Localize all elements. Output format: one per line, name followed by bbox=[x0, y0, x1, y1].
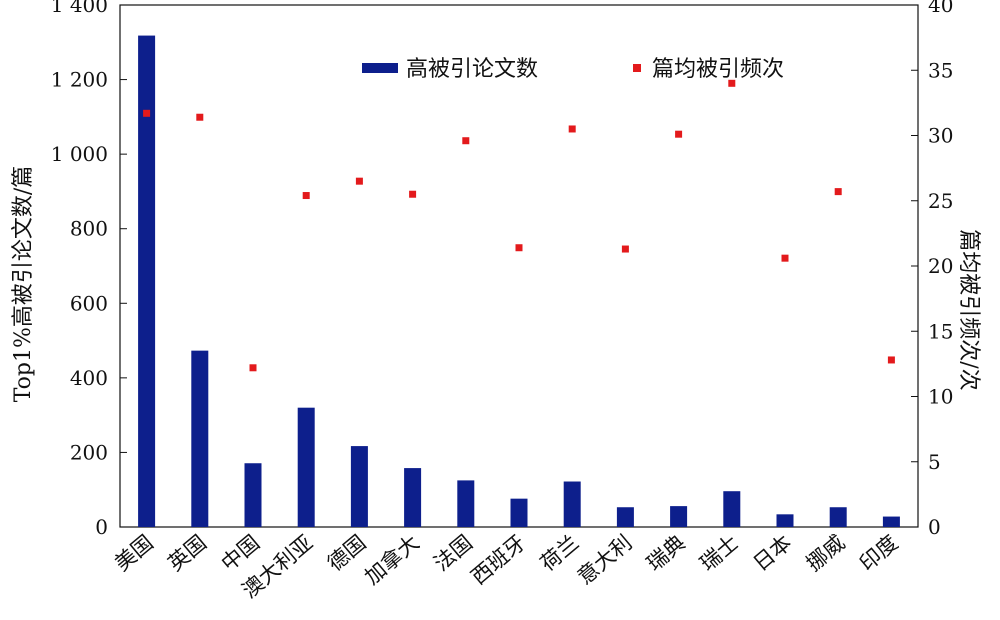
category-label: 瑞典 bbox=[642, 530, 690, 575]
bar-8 bbox=[510, 498, 528, 527]
right-tick-label: 15 bbox=[928, 319, 953, 343]
plot-frame bbox=[119, 4, 919, 528]
left-axis-title: Top1%高被引论文数/篇 bbox=[11, 166, 36, 403]
right-axis-title: 篇均被引频次/次 bbox=[956, 229, 981, 390]
point-12 bbox=[728, 79, 736, 87]
point-10 bbox=[621, 245, 629, 253]
bar-4 bbox=[297, 407, 315, 527]
point-7 bbox=[462, 137, 470, 145]
bar-7 bbox=[457, 480, 475, 527]
legend-bar-label: 高被引论文数 bbox=[406, 57, 538, 82]
bar-13 bbox=[776, 514, 794, 527]
right-tick-label: 25 bbox=[928, 189, 953, 213]
bar-6 bbox=[404, 468, 422, 527]
bar-1 bbox=[138, 35, 156, 528]
point-13 bbox=[781, 254, 789, 262]
category-label: 西班牙 bbox=[467, 530, 531, 589]
point-9 bbox=[568, 125, 576, 133]
scatter-series bbox=[143, 79, 895, 372]
bar-10 bbox=[616, 507, 634, 527]
category-label: 美国 bbox=[110, 530, 158, 575]
left-tick-label: 1 200 bbox=[51, 68, 108, 92]
right-tick-label: 40 bbox=[928, 0, 953, 17]
right-tick-label: 20 bbox=[928, 254, 953, 278]
category-label: 英国 bbox=[163, 530, 211, 575]
right-tick-label: 0 bbox=[928, 515, 941, 539]
point-8 bbox=[515, 244, 523, 252]
point-1 bbox=[143, 109, 151, 117]
right-tick-label: 35 bbox=[928, 58, 953, 82]
bar-14 bbox=[829, 507, 847, 527]
legend: 高被引论文数 篇均被引频次 bbox=[362, 57, 784, 82]
bar-12 bbox=[723, 491, 741, 527]
bar-3 bbox=[244, 463, 262, 527]
left-tick-label: 600 bbox=[70, 291, 108, 315]
right-axis-ticks: 0 5 10 15 20 25 30 35 40 bbox=[911, 0, 953, 539]
right-tick-label: 30 bbox=[928, 124, 953, 148]
left-tick-label: 400 bbox=[70, 366, 108, 390]
bar-2 bbox=[191, 350, 209, 527]
legend-bar-swatch bbox=[362, 63, 398, 73]
point-5 bbox=[355, 177, 363, 185]
right-tick-label: 10 bbox=[928, 385, 953, 409]
bar-11 bbox=[670, 506, 688, 527]
category-label: 意大利 bbox=[573, 530, 637, 589]
point-3 bbox=[249, 364, 257, 372]
bar-series bbox=[138, 35, 900, 528]
point-4 bbox=[302, 192, 310, 200]
category-label: 瑞士 bbox=[695, 530, 743, 575]
point-2 bbox=[196, 113, 204, 121]
left-tick-label: 800 bbox=[70, 217, 108, 241]
point-15 bbox=[887, 356, 895, 364]
category-label: 印度 bbox=[855, 530, 903, 575]
category-label: 挪威 bbox=[802, 530, 850, 575]
bar-5 bbox=[350, 446, 368, 527]
left-tick-label: 1 000 bbox=[51, 142, 108, 166]
legend-point-swatch bbox=[633, 64, 641, 72]
right-tick-label: 5 bbox=[928, 450, 941, 474]
left-tick-label: 1 400 bbox=[51, 0, 108, 17]
category-label: 日本 bbox=[749, 530, 797, 575]
left-axis-ticks: 0 200 400 600 800 1 000 1 200 1 400 bbox=[51, 0, 127, 539]
point-11 bbox=[675, 130, 683, 138]
plot-border bbox=[119, 4, 919, 528]
legend-point-label: 篇均被引频次 bbox=[652, 57, 784, 82]
bar-9 bbox=[563, 481, 581, 527]
point-14 bbox=[834, 188, 842, 196]
left-tick-label: 0 bbox=[95, 515, 108, 539]
point-6 bbox=[409, 190, 417, 198]
left-tick-label: 200 bbox=[70, 440, 108, 464]
bar-15 bbox=[882, 516, 900, 527]
category-label: 加拿大 bbox=[360, 530, 424, 589]
